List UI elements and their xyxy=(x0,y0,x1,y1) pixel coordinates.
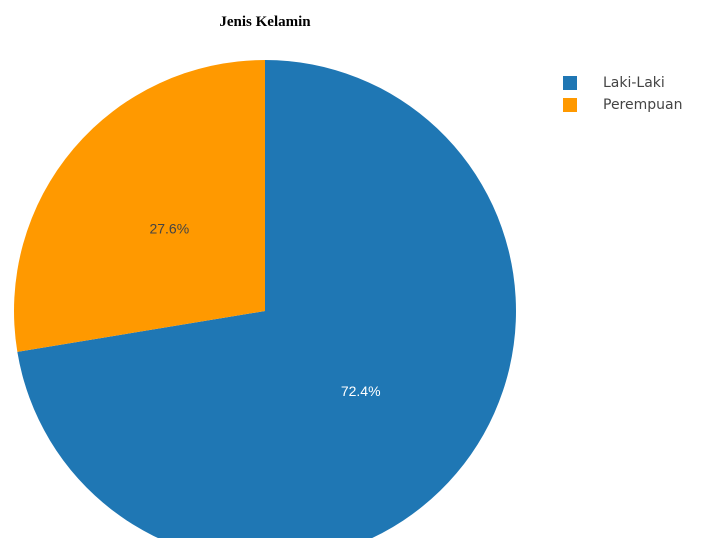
slice-value-label: 72.4% xyxy=(341,383,381,399)
legend-swatch xyxy=(563,76,577,90)
pie-slice-laki-laki[interactable] xyxy=(17,60,516,538)
legend-swatch xyxy=(563,98,577,112)
legend: Laki-Laki Perempuan xyxy=(563,72,682,116)
legend-label: Laki-Laki xyxy=(603,75,665,91)
pie-slice-perempuan[interactable] xyxy=(13,60,266,352)
legend-item-laki-laki[interactable]: Laki-Laki xyxy=(563,72,682,94)
slice-value-label: 27.6% xyxy=(149,220,189,236)
legend-label: Perempuan xyxy=(603,97,683,113)
legend-item-perempuan[interactable]: Perempuan xyxy=(563,94,682,116)
chart-title: Jenis Kelamin xyxy=(219,14,311,30)
